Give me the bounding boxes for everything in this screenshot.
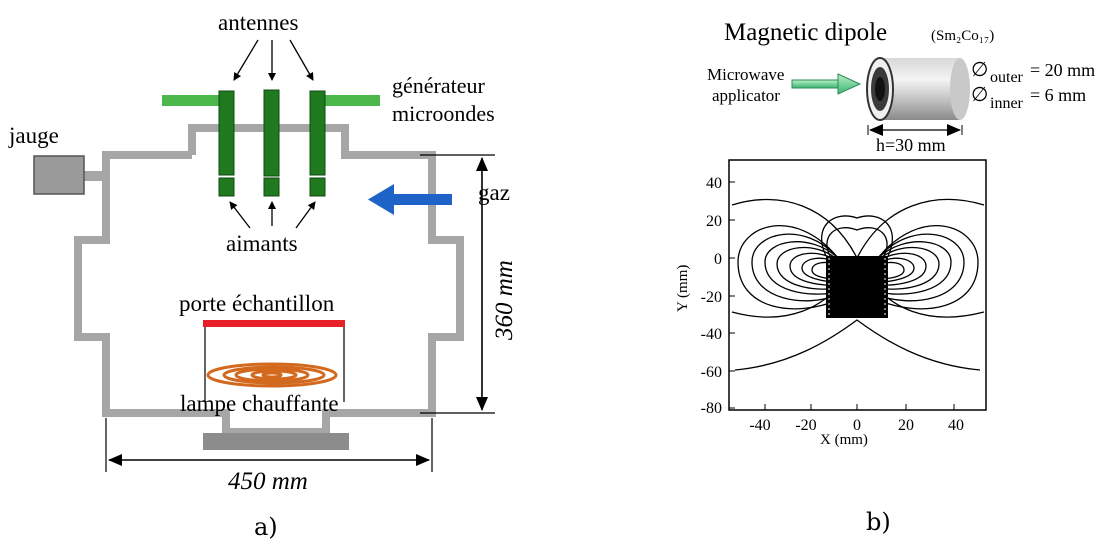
panel-a: jauge antennes aimants générateur microo…: [8, 10, 518, 541]
antennes-label: antennes: [218, 10, 299, 35]
y-axis: 40 20 0 -20 -40 -60 -80: [701, 175, 735, 417]
gauge-connector: [84, 171, 106, 181]
generateur-label-line1: générateur: [392, 73, 485, 98]
heating-lamp-spiral: [206, 362, 338, 388]
svg-text:= 20 mm: = 20 mm: [1030, 60, 1095, 80]
svg-text:∅: ∅: [971, 57, 988, 81]
aimants-label: aimants: [226, 231, 298, 256]
cylinder-magnet: [866, 57, 970, 121]
svg-text:= 6 mm: = 6 mm: [1030, 85, 1086, 105]
microwave-waveguide-left: [162, 95, 222, 106]
gauge-label: jauge: [8, 123, 59, 148]
material-label: (Sm₂Co₁₇): [931, 28, 994, 44]
applicator-label-line2: applicator: [712, 86, 780, 105]
outer-diameter-label: ∅ outer = 20 mm: [971, 57, 1095, 86]
gas-inlet-arrow: [368, 184, 452, 215]
caption-b: b): [866, 508, 891, 536]
magnet-cross-section: [826, 256, 888, 318]
svg-text:inner: inner: [990, 95, 1024, 112]
base-plate: [203, 433, 349, 450]
porte-echantillon-label: porte échantillon: [179, 291, 335, 316]
ytick-label: 40: [706, 175, 722, 192]
xtick-label: -20: [795, 417, 816, 434]
h-label: h=30 mm: [876, 135, 946, 155]
sample-holder: [203, 320, 345, 327]
y-axis-label: Y (mm): [675, 265, 691, 312]
vacuum-chamber: [74, 124, 464, 436]
microwave-waveguide-right: [322, 95, 380, 106]
x-axis-label: X (mm): [820, 432, 868, 448]
ytick-label: -80: [701, 400, 722, 417]
ytick-label: -40: [701, 326, 722, 343]
gauge-box: [33, 155, 85, 195]
width-dimension-label: 450 mm: [228, 468, 308, 495]
xtick-label: 40: [948, 417, 964, 434]
xtick-label: -40: [749, 417, 770, 434]
generateur-label-line2: microondes: [392, 101, 495, 126]
height-dimension-label: 360 mm: [491, 260, 518, 341]
applicator-arrow: [791, 73, 862, 95]
svg-text:∅: ∅: [971, 82, 988, 106]
antennas: [218, 89, 326, 197]
svg-text:outer: outer: [990, 69, 1024, 86]
ytick-label: -20: [701, 289, 722, 306]
applicator-label-line1: Microwave: [707, 65, 784, 84]
ytick-label: -60: [701, 364, 722, 381]
x-axis: -40 -20 0 20 40: [749, 404, 964, 434]
caption-a: a): [254, 513, 278, 541]
lampe-chauffante-label: lampe chauffante: [180, 391, 339, 416]
xtick-label: 20: [898, 417, 914, 434]
panel-b: Magnetic dipole (Sm₂Co₁₇) Microwave appl…: [675, 19, 1095, 536]
ytick-label: 0: [714, 251, 722, 268]
magnetic-dipole-title: Magnetic dipole: [724, 19, 887, 46]
xtick-label: 0: [853, 417, 861, 434]
ytick-label: 20: [706, 213, 722, 230]
inner-diameter-label: ∅ inner = 6 mm: [971, 82, 1086, 112]
